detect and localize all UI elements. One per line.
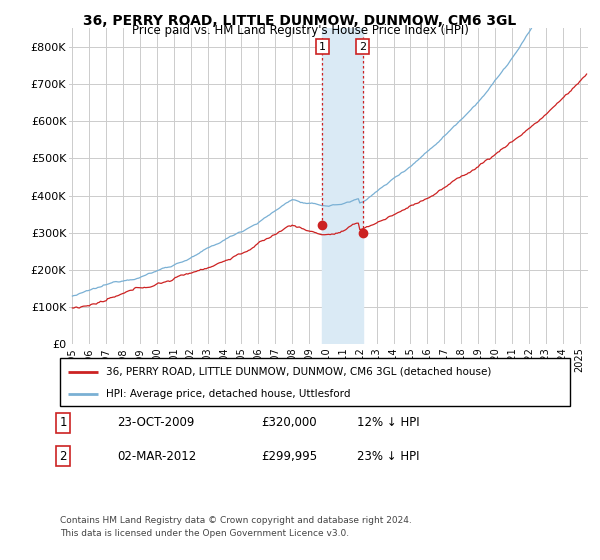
Text: This data is licensed under the Open Government Licence v3.0.: This data is licensed under the Open Gov… <box>60 529 349 538</box>
Text: 02-MAR-2012: 02-MAR-2012 <box>117 450 196 463</box>
Text: £299,995: £299,995 <box>261 450 317 463</box>
Text: 36, PERRY ROAD, LITTLE DUNMOW, DUNMOW, CM6 3GL (detached house): 36, PERRY ROAD, LITTLE DUNMOW, DUNMOW, C… <box>106 367 491 377</box>
Bar <box>322 28 362 344</box>
Text: 23-OCT-2009: 23-OCT-2009 <box>117 416 194 430</box>
Text: 36, PERRY ROAD, LITTLE DUNMOW, DUNMOW, CM6 3GL: 36, PERRY ROAD, LITTLE DUNMOW, DUNMOW, C… <box>83 14 517 28</box>
Text: 2: 2 <box>59 450 67 463</box>
Text: Contains HM Land Registry data © Crown copyright and database right 2024.: Contains HM Land Registry data © Crown c… <box>60 516 412 525</box>
Text: 23% ↓ HPI: 23% ↓ HPI <box>357 450 419 463</box>
Text: HPI: Average price, detached house, Uttlesford: HPI: Average price, detached house, Uttl… <box>106 389 350 399</box>
Text: 1: 1 <box>319 41 326 52</box>
Text: Price paid vs. HM Land Registry's House Price Index (HPI): Price paid vs. HM Land Registry's House … <box>131 24 469 36</box>
Text: 12% ↓ HPI: 12% ↓ HPI <box>357 416 419 430</box>
Text: £320,000: £320,000 <box>261 416 317 430</box>
Text: 1: 1 <box>59 416 67 430</box>
Text: 2: 2 <box>359 41 366 52</box>
